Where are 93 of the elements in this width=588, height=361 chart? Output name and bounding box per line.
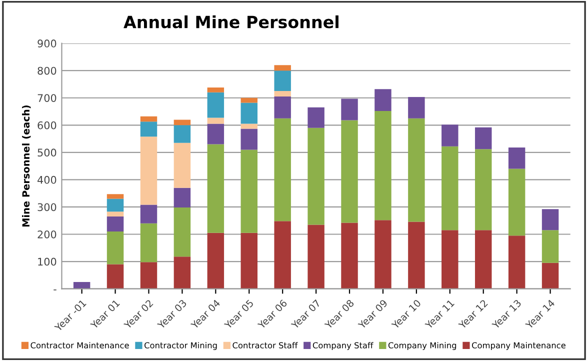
bar [207,92,224,118]
x-tick-label: Year 14 [524,299,556,330]
legend-label: Company Mining [388,342,456,350]
bar [174,120,191,126]
bar [542,230,559,263]
bar [240,128,258,150]
x-tick-label: Year 11 [424,299,455,330]
bar [240,150,258,233]
bar [274,91,291,97]
x-tick-label: Year 05 [224,299,254,330]
bar [140,204,158,224]
x-tick-label: Year 01 [90,299,120,330]
x-tick-label: Year 10 [391,299,422,330]
bar [442,230,458,289]
x-tick-label: Year 13 [491,299,522,330]
bar [442,124,458,146]
bar [374,89,392,111]
legend-label: Contractor Staff [232,342,298,348]
bar [542,262,559,289]
y-tick-label: 300 [38,203,56,212]
y-tick-label: 800 [38,66,56,75]
bar [274,221,291,289]
bar [408,118,425,222]
bar [140,122,158,137]
bar [308,128,324,225]
y-tick-label: 500 [38,148,56,157]
y-tick-label: 600 [38,121,56,130]
legend-label: Company Staff [312,342,374,350]
bar [140,136,158,205]
y-tick-label: - [54,289,56,290]
bar [106,212,124,217]
bar [140,223,158,262]
x-tick-label: Year 12 [458,299,488,330]
x-tick-label: Year 02 [123,299,154,330]
y-tick-label: 200 [38,230,56,238]
bar [106,216,124,232]
bar [508,236,526,289]
bar [508,168,526,236]
bar [374,220,392,289]
bar [508,148,526,169]
x-tick-label: Year 07 [290,299,321,330]
bar [274,96,291,118]
bar [542,209,559,230]
bar [174,208,191,257]
bar [106,194,124,199]
bar [106,232,124,264]
bar [240,98,258,103]
x-tick-label: Year 08 [324,299,354,330]
bar [341,98,358,120]
bar [474,230,492,289]
bar [207,118,224,124]
bar [274,65,291,71]
y-tick-label: 900 [38,40,56,48]
y-tick-label: 100 [38,258,56,266]
bar [207,232,224,289]
x-tick-label: Year 06 [257,299,288,330]
bar [106,264,124,289]
x-tick-label: Year -01 [54,299,87,332]
bar [140,116,158,122]
bar [174,188,191,208]
bar [474,127,492,150]
bar [308,107,324,128]
legend-label: Contractor Mining [144,342,217,350]
y-tick-label: 400 [38,176,56,184]
bar [240,124,258,129]
bar [274,70,291,92]
bar [140,262,158,289]
bar [341,222,358,289]
bar [274,118,291,222]
bar [341,120,358,223]
x-tick-label: Year 03 [156,299,187,330]
bar [240,102,258,124]
x-tick-label: Year 09 [358,299,388,330]
bar [408,97,425,118]
bar [207,124,224,144]
legend-label: Contractor Maintenance [30,342,129,348]
bar [308,224,324,289]
bar [374,110,392,220]
bar [174,256,191,289]
bar [174,125,191,143]
bar [106,198,124,212]
y-axis-title: Mine Personnel (each) [22,106,31,227]
legend-label: Company Maintenance [472,342,566,350]
bar [474,149,492,230]
y-tick-label: 700 [38,94,56,102]
bar [207,144,224,233]
bar [240,232,258,289]
chart-title: Annual Mine Personnel [124,15,338,28]
bar [442,146,458,230]
bar [207,88,224,92]
bar [408,222,425,289]
x-tick-label: Year 04 [190,299,221,330]
bar [174,142,191,188]
